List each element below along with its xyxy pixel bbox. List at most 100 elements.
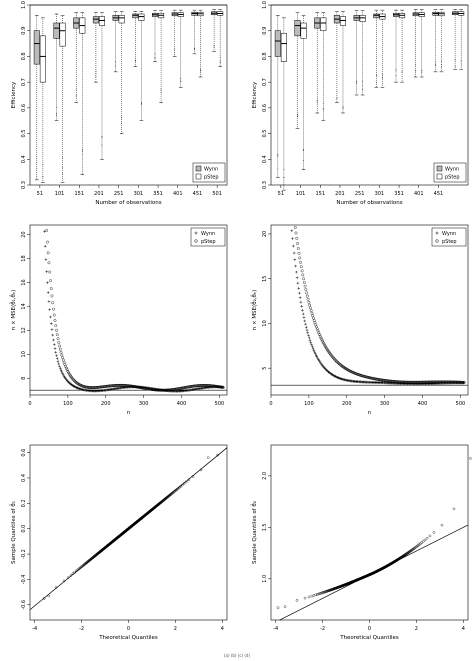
- point-circle: [296, 242, 299, 245]
- outlier-point: [322, 102, 324, 104]
- x-tick-label: 2: [174, 626, 177, 632]
- outlier-point: [415, 64, 417, 66]
- point-circle: [310, 311, 314, 315]
- point-plus: [47, 300, 51, 303]
- point-circle: [312, 319, 316, 322]
- point-circle: [300, 269, 304, 273]
- outlier-point: [56, 113, 57, 115]
- outlier-point: [342, 108, 344, 109]
- y-tick-label: 1.5: [262, 523, 268, 531]
- y-tick-label: 0.5: [262, 130, 268, 138]
- outlier-point: [36, 168, 38, 170]
- outlier-point: [277, 168, 279, 170]
- outlier-point: [415, 70, 417, 72]
- outlier-point: [219, 60, 221, 62]
- box-wynn-351: [152, 10, 159, 62]
- point-plus: [310, 345, 314, 348]
- point-circle: [61, 358, 65, 362]
- legend-marker-pstep: [194, 239, 198, 243]
- point-circle: [344, 367, 348, 371]
- point-circle: [317, 331, 321, 335]
- box-pstep-301: [138, 11, 145, 121]
- outlier-point: [381, 74, 383, 76]
- legend: Wynn pStep: [433, 162, 467, 183]
- qq-point: [413, 546, 416, 550]
- qq-point: [216, 453, 219, 457]
- point-circle: [321, 339, 324, 343]
- x-tick-label: 151: [74, 191, 84, 197]
- outlier-point: [303, 160, 304, 161]
- x-tick-label: 201: [335, 191, 345, 197]
- y-tick-label: 20: [262, 231, 268, 237]
- y-tick-label: 18: [21, 255, 27, 261]
- point-plus: [303, 319, 307, 323]
- point-circle: [71, 378, 75, 381]
- point-plus: [310, 343, 313, 346]
- outlier-point: [174, 49, 176, 51]
- outlier-point: [303, 149, 304, 151]
- plot-frame: [29, 224, 228, 396]
- outlier-point: [441, 66, 442, 68]
- box-wynn-101: [294, 12, 301, 129]
- outlier-point: [194, 48, 195, 49]
- outlier-point: [421, 70, 423, 72]
- point-circle: [63, 362, 67, 366]
- point-plus: [46, 291, 50, 294]
- outlier-point: [115, 61, 117, 63]
- legend-swatch-pstep: [436, 173, 443, 180]
- outlier-point: [194, 48, 195, 50]
- point-circle: [305, 291, 309, 295]
- box-body: [33, 30, 40, 65]
- box-body: [339, 16, 346, 26]
- box-body: [53, 22, 60, 39]
- legend-swatch-wynn: [195, 165, 202, 172]
- qq-point: [452, 507, 456, 511]
- y-tick-label: 0.4: [21, 155, 27, 163]
- outlier-point: [154, 53, 156, 55]
- point-circle: [71, 377, 74, 380]
- box-body: [59, 22, 66, 47]
- legend-label-pstep: pStep: [442, 239, 457, 245]
- outlier-point: [336, 90, 338, 92]
- y-tick-label: 0.4: [262, 155, 268, 163]
- point-plus: [60, 370, 64, 374]
- outlier-point: [134, 59, 136, 61]
- outlier-point: [95, 75, 97, 77]
- box-body: [320, 17, 327, 31]
- point-plus: [308, 338, 312, 342]
- box-wynn-251: [353, 10, 360, 96]
- box-wynn-101: [53, 13, 60, 121]
- point-circle: [46, 251, 50, 255]
- outlier-point: [75, 94, 77, 96]
- box-pstep-101: [300, 15, 307, 170]
- point-circle: [55, 333, 59, 337]
- point-plus: [293, 258, 297, 262]
- y-tick-label: 2.0: [262, 472, 268, 480]
- legend-marker-wynn: [435, 231, 439, 235]
- outlier-point: [200, 71, 201, 73]
- point-circle: [294, 231, 298, 235]
- point-circle: [67, 371, 71, 375]
- x-axis-label: n: [127, 410, 131, 416]
- point-plus: [307, 334, 310, 337]
- y-tick-label: 0.6: [262, 104, 268, 112]
- y-tick-label: 0.9: [262, 27, 268, 35]
- outlier-point: [160, 92, 162, 93]
- outlier-point: [121, 117, 123, 119]
- point-plus: [59, 368, 63, 372]
- x-tick-label: -2: [79, 626, 84, 632]
- outlier-point: [441, 64, 442, 65]
- box-body: [300, 22, 307, 39]
- point-plus: [297, 286, 300, 290]
- x-tick-label: 4: [221, 626, 224, 632]
- x-axis-label: Theoretical Quantiles: [98, 635, 158, 641]
- outlier-point: [454, 60, 456, 62]
- box-body: [39, 35, 46, 83]
- point-plus: [61, 372, 64, 375]
- outlier-point: [435, 64, 436, 66]
- point-circle: [462, 380, 466, 384]
- point-circle: [48, 270, 52, 274]
- legend: Wynn pStep: [431, 227, 467, 247]
- x-tick-label: 500: [215, 401, 225, 407]
